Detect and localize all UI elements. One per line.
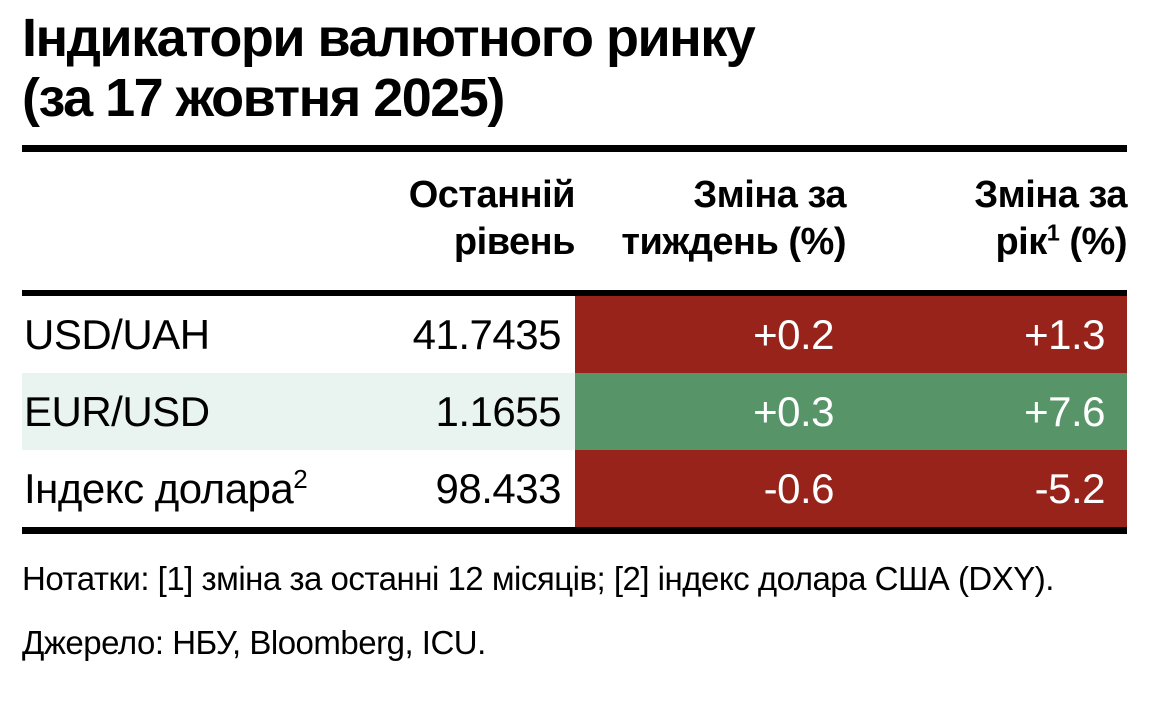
page-title-line1: Індикатори валютного ринку xyxy=(22,8,756,68)
latest-level-value: 1.1655 xyxy=(435,387,562,435)
table-body: USD/UAH 41.7435 +0.2 +1.3 EUR/USD 1.1655… xyxy=(22,296,1127,527)
latest-level-value: 98.433 xyxy=(435,464,562,512)
latest-level-value: 41.7435 xyxy=(412,310,562,358)
footnote-ref-2: 2 xyxy=(293,463,308,494)
row-label: Індекс долара2 xyxy=(24,463,308,512)
row-label: USD/UAH xyxy=(24,310,210,358)
page-title-line2: (за 17 жовтня 2025) xyxy=(22,68,505,128)
header-indicator xyxy=(22,172,332,266)
year-change-value: +7.6 xyxy=(860,373,1127,450)
week-change-value: +0.3 xyxy=(575,373,860,450)
title-divider xyxy=(22,145,1127,152)
page-title: Індикатори валютного ринку (за 17 жовтня … xyxy=(22,8,1127,128)
header-week-change-line1: Зміна за xyxy=(693,174,846,216)
footnote-ref-1: 1 xyxy=(1046,219,1060,246)
year-change-value: -5.2 xyxy=(860,450,1127,527)
table-row-eur-usd: EUR/USD 1.1655 +0.3 +7.6 xyxy=(22,373,1127,450)
source-line: Джерело: НБУ, Bloomberg, ICU. xyxy=(22,624,486,661)
header-week-change: Зміна за тиждень (%) xyxy=(575,172,860,266)
table-header-row: Останній рівень Зміна за тиждень (%) Змі… xyxy=(22,172,1128,266)
table-row-dollar-index: Індекс долара2 98.433 -0.6 -5.2 xyxy=(22,450,1127,527)
week-change-value: -0.6 xyxy=(575,450,860,527)
table-bottom-divider xyxy=(22,527,1127,534)
header-latest-level-line2: рівень xyxy=(453,221,576,263)
header-year-change: Зміна за рік1 (%) xyxy=(860,172,1127,266)
header-divider xyxy=(22,290,1127,296)
header-latest-level-line1: Останній xyxy=(408,174,576,216)
year-change-value: +1.3 xyxy=(860,296,1127,373)
week-change-value: +0.2 xyxy=(575,296,860,373)
figure-content: Індикатори валютного ринку (за 17 жовтня … xyxy=(22,8,1128,665)
footnotes: Нотатки: [1] зміна за останні 12 місяців… xyxy=(22,560,1054,597)
header-year-change-line2: рік1 (%) xyxy=(995,219,1127,263)
header-year-change-line1: Зміна за xyxy=(974,174,1127,216)
table-row-usd-uah: USD/UAH 41.7435 +0.2 +1.3 xyxy=(22,296,1127,373)
header-latest-level: Останній рівень xyxy=(332,172,576,266)
fx-indicators-table: Останній рівень Зміна за тиждень (%) Змі… xyxy=(22,172,1128,534)
header-week-change-line2: тиждень (%) xyxy=(621,221,846,263)
row-label: EUR/USD xyxy=(24,387,210,435)
